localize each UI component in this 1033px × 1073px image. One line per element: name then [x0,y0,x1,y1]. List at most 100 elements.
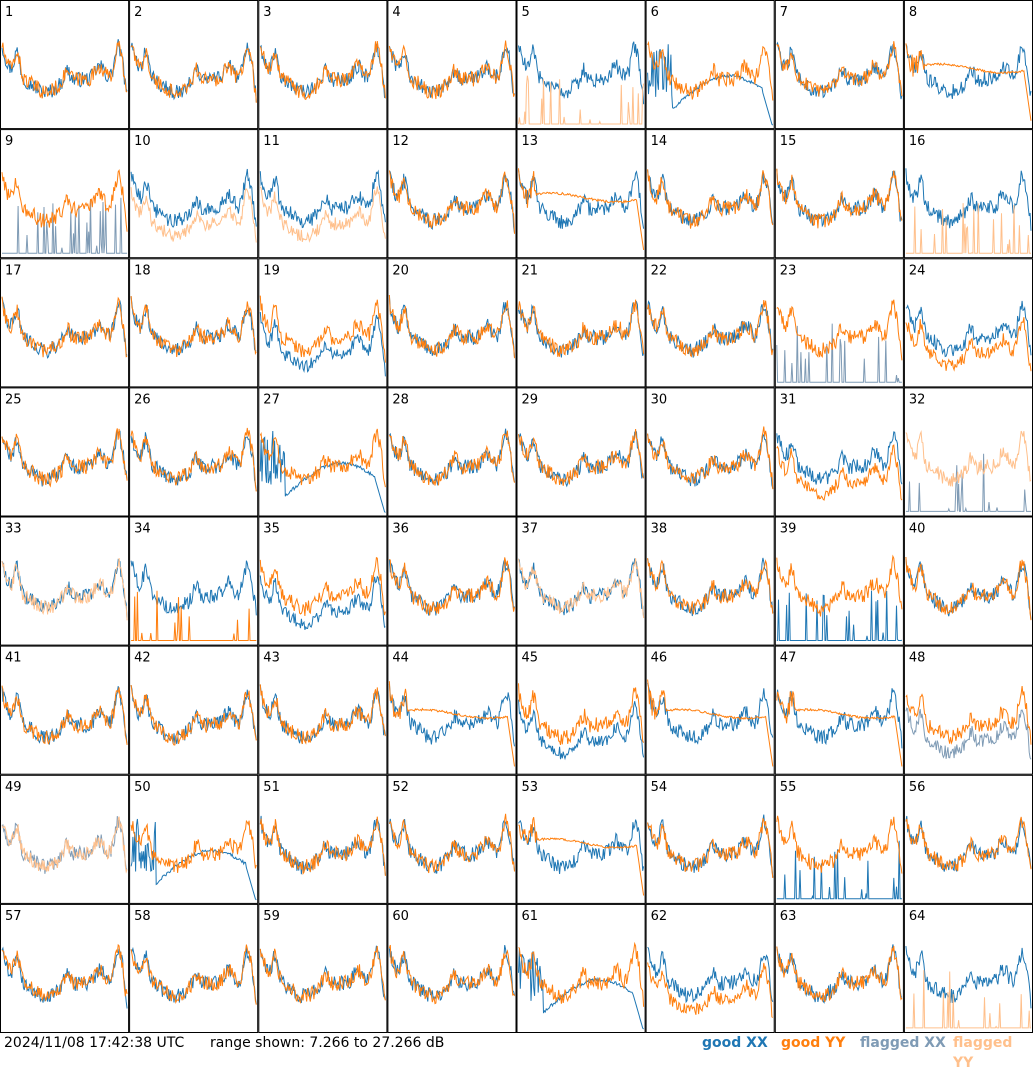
panel-label: 13 [522,134,539,149]
panel-frame [0,903,130,1033]
panel-label: 61 [522,909,539,924]
panel-frame [645,258,775,388]
series-good-yy [388,813,515,874]
panel-label: 22 [651,263,668,278]
panel-label: 29 [522,392,539,407]
panel-label: 17 [5,263,22,278]
panel-frame [903,387,1033,517]
panel-14: 14 [645,129,775,259]
range-text: range shown: 7.266 to 27.266 dB [210,1035,445,1051]
panel-38: 38 [645,516,775,646]
series-good-yy [647,40,774,101]
panel-24: 24 [903,258,1033,388]
panel-label: 43 [263,651,280,666]
panel-frame [516,516,646,646]
panel-33: 33 [0,516,130,646]
series-good-yy [259,684,386,745]
panel-frame [0,645,130,775]
series-good-yy [776,299,903,361]
panel-label: 64 [909,909,926,924]
panel-58: 58 [129,903,259,1033]
panel-frame [387,387,517,517]
series-good-yy [905,556,1032,621]
series-good-xx [776,41,903,100]
panel-label: 28 [392,392,409,407]
panel-label: 51 [263,780,280,795]
panel-label: 30 [651,392,668,407]
panel-30: 30 [645,387,775,517]
series-good-yy [259,556,386,617]
panel-32: 32 [903,387,1033,517]
panel-3: 3 [258,0,388,130]
panel-17: 17 [0,258,130,388]
series-good-yy [259,816,386,876]
series-flagged-yy [130,187,257,243]
series-flagged-yy [1,816,128,874]
panel-56: 56 [903,774,1033,904]
panel-label: 60 [392,909,409,924]
series-good-yy [388,40,515,100]
panel-frame [903,516,1033,646]
timestamp: 2024/11/08 17:42:38 UTC [4,1035,185,1051]
panel-label: 11 [263,134,280,149]
series-flagged-yy [518,558,645,619]
panel-label: 34 [134,522,151,537]
series-good-yy [905,686,1032,745]
series-good-yy [647,818,774,879]
panel-label: 6 [651,5,659,20]
series-good-yy [388,170,515,234]
panel-frame [774,129,904,259]
series-flagged-yy [259,186,386,243]
panel-18: 18 [129,258,259,388]
series-good-yy [776,168,903,229]
series-good-xx [647,682,774,745]
panel-label: 42 [134,651,151,666]
series-good-xx [388,683,515,747]
series-good-yy [905,43,1032,121]
panel-label: 12 [392,134,409,149]
series-good-xx [647,814,774,878]
series-good-xx [776,840,902,900]
panel-8: 8 [903,0,1033,130]
panel-2: 2 [129,0,259,130]
panel-frame [129,774,259,904]
legend-good-xx: good XX [702,1035,768,1051]
panel-label: 2 [134,5,142,20]
panel-label: 27 [263,392,280,407]
panel-5: 5 [516,0,646,130]
panel-frame [0,774,130,904]
series-good-yy [518,683,645,746]
panel-label: 3 [263,5,271,20]
series-good-yy [518,941,645,1007]
panel-label: 32 [909,392,926,407]
panel-62: 62 [645,903,775,1033]
panel-frame [645,387,775,517]
panel-frame [903,774,1033,904]
panel-frame [903,903,1033,1033]
series-flagged-yy [1,558,128,621]
panel-frame [516,645,646,775]
panel-59: 59 [258,903,388,1033]
panel-frame [516,387,646,517]
panel-53: 53 [516,774,646,904]
panel-frame [516,258,646,388]
panel-25: 25 [0,387,130,517]
panel-label: 21 [522,263,539,278]
panel-48: 48 [903,645,1033,775]
series-flagged-yy [518,75,645,125]
panel-frame [258,645,388,775]
series-good-yy [1,428,128,488]
series-good-yy [259,428,386,488]
panel-10: 10 [129,129,259,259]
panel-23: 23 [774,258,904,388]
panel-frame [387,903,517,1033]
panel-40: 40 [903,516,1033,646]
panel-frame [129,0,259,130]
panel-frame [645,129,775,259]
panel-47: 47 [774,645,904,775]
series-good-xx [905,43,1032,99]
panel-22: 22 [645,258,775,388]
panel-frame [516,0,646,130]
series-good-yy [130,44,257,103]
panel-55: 55 [774,774,904,904]
